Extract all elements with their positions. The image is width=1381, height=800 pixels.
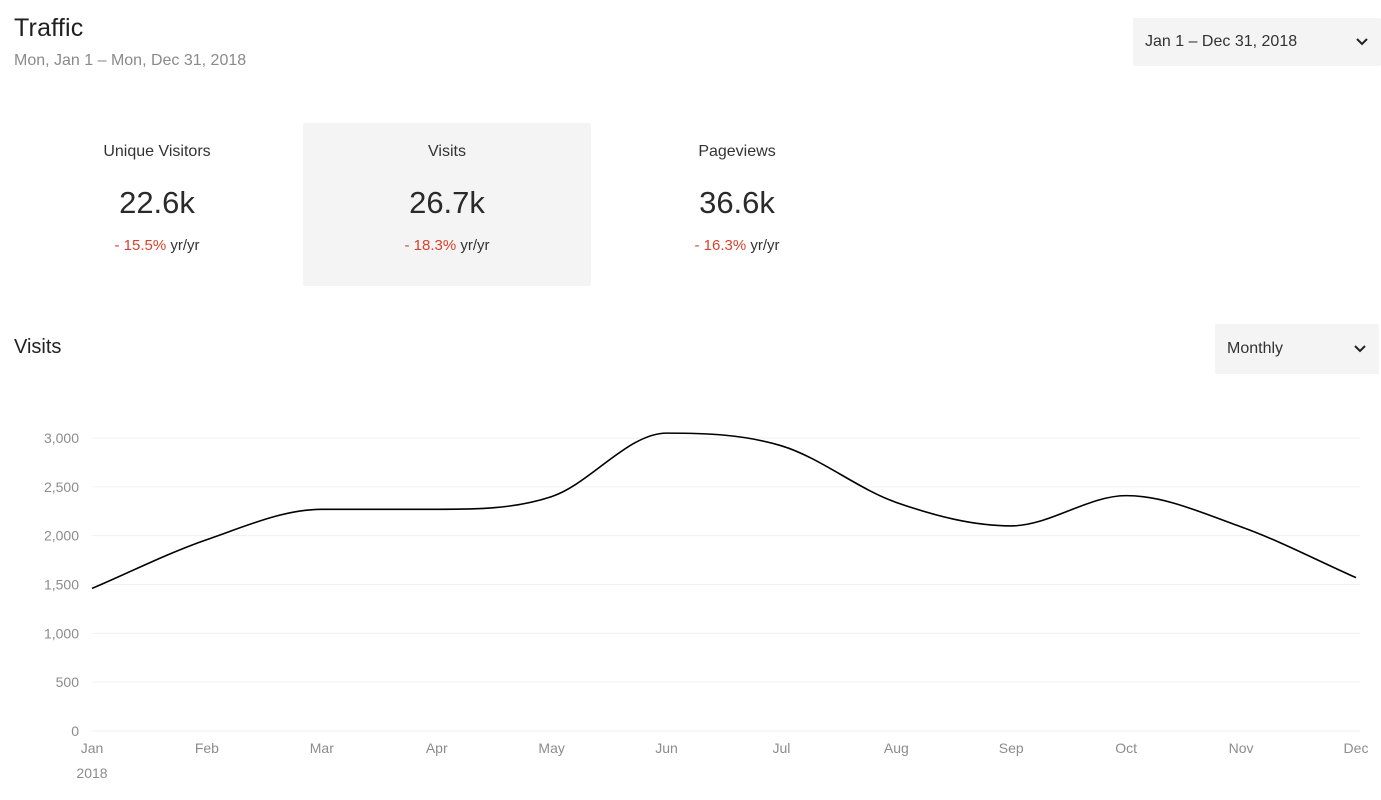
metric-change: - 18.3% yr/yr xyxy=(303,237,591,254)
y-tick-label: 500 xyxy=(56,674,80,690)
data-point[interactable] xyxy=(890,496,902,508)
interval-select[interactable]: Monthly xyxy=(1215,324,1379,374)
page-title: Traffic xyxy=(14,14,84,42)
metric-tile-unique-visitors[interactable]: Unique Visitors 22.6k - 15.5% yr/yr xyxy=(13,123,301,286)
metric-change-suffix: yr/yr xyxy=(166,237,200,254)
metric-tile-visits[interactable]: Visits 26.7k - 18.3% yr/yr xyxy=(303,123,591,286)
y-tick-label: 1,000 xyxy=(44,625,79,641)
x-axis-year-label: 2018 xyxy=(76,765,107,781)
metric-label: Unique Visitors xyxy=(103,143,211,160)
chart-series xyxy=(86,427,1362,594)
x-tick-label: Oct xyxy=(1115,740,1137,756)
metric-change-percent: - 18.3% xyxy=(404,237,457,254)
metric-change-percent: - 16.3% xyxy=(694,237,747,254)
data-point[interactable] xyxy=(86,582,98,594)
data-point[interactable] xyxy=(1005,520,1017,532)
data-point[interactable] xyxy=(1120,490,1132,502)
x-tick-label: May xyxy=(538,740,564,756)
chevron-down-icon xyxy=(1353,342,1367,356)
x-tick-label: Jul xyxy=(773,740,791,756)
metric-change-percent: - 15.5% xyxy=(114,237,167,254)
visits-line-chart: 0 500 1,000 1,500 2,000 2,500 3,000 Jan Feb Mar A… xyxy=(44,427,1369,781)
x-tick-label: Feb xyxy=(195,740,219,756)
data-point[interactable] xyxy=(1350,572,1362,584)
x-tick-label: Nov xyxy=(1229,740,1254,756)
y-tick-label: 0 xyxy=(71,723,79,739)
x-tick-label: Mar xyxy=(310,740,334,756)
page-subtitle: Mon, Jan 1 – Mon, Dec 31, 2018 xyxy=(14,52,247,69)
chevron-down-icon xyxy=(1355,35,1369,49)
x-tick-label: Dec xyxy=(1344,740,1369,756)
data-point[interactable] xyxy=(431,503,443,515)
metric-change: - 16.3% yr/yr xyxy=(593,237,881,254)
y-tick-label: 2,000 xyxy=(44,528,79,544)
metric-value: 22.6k xyxy=(119,185,195,220)
y-tick-label: 3,000 xyxy=(44,430,79,446)
y-axis-ticks: 0 500 1,000 1,500 2,000 2,500 3,000 xyxy=(44,430,79,739)
x-tick-label: Apr xyxy=(426,740,448,756)
y-tick-label: 2,500 xyxy=(44,479,79,495)
data-point[interactable] xyxy=(201,534,213,546)
x-tick-label: Aug xyxy=(884,740,909,756)
visits-series-line xyxy=(91,432,1357,590)
metric-change-suffix: yr/yr xyxy=(746,237,780,254)
x-tick-label: Sep xyxy=(999,740,1024,756)
metric-change-suffix: yr/yr xyxy=(456,237,490,254)
metric-change: - 15.5% yr/yr xyxy=(13,237,301,254)
metric-label: Pageviews xyxy=(698,143,776,160)
interval-select-value: Monthly xyxy=(1227,340,1284,357)
metric-tile-pageviews[interactable]: Pageviews 36.6k - 16.3% yr/yr xyxy=(593,123,881,286)
y-tick-label: 1,500 xyxy=(44,577,79,593)
data-point[interactable] xyxy=(316,503,328,515)
data-point[interactable] xyxy=(546,491,558,503)
x-tick-label: Jan xyxy=(81,740,104,756)
data-point[interactable] xyxy=(775,440,787,452)
x-axis-ticks: Jan Feb Mar Apr May Jun Jul Aug Sep Oct Nov Dec 2018 xyxy=(76,740,1368,781)
visits-section-title: Visits xyxy=(14,336,62,358)
data-point[interactable] xyxy=(1235,521,1247,533)
metric-value: 36.6k xyxy=(699,185,775,220)
metric-label: Visits xyxy=(428,143,466,160)
metric-value: 26.7k xyxy=(409,185,485,220)
data-point[interactable] xyxy=(661,427,673,439)
chart-grid xyxy=(92,437,1360,732)
date-range-select-value: Jan 1 – Dec 31, 2018 xyxy=(1145,33,1298,50)
x-tick-label: Jun xyxy=(655,740,678,756)
date-range-select[interactable]: Jan 1 – Dec 31, 2018 xyxy=(1133,18,1381,66)
